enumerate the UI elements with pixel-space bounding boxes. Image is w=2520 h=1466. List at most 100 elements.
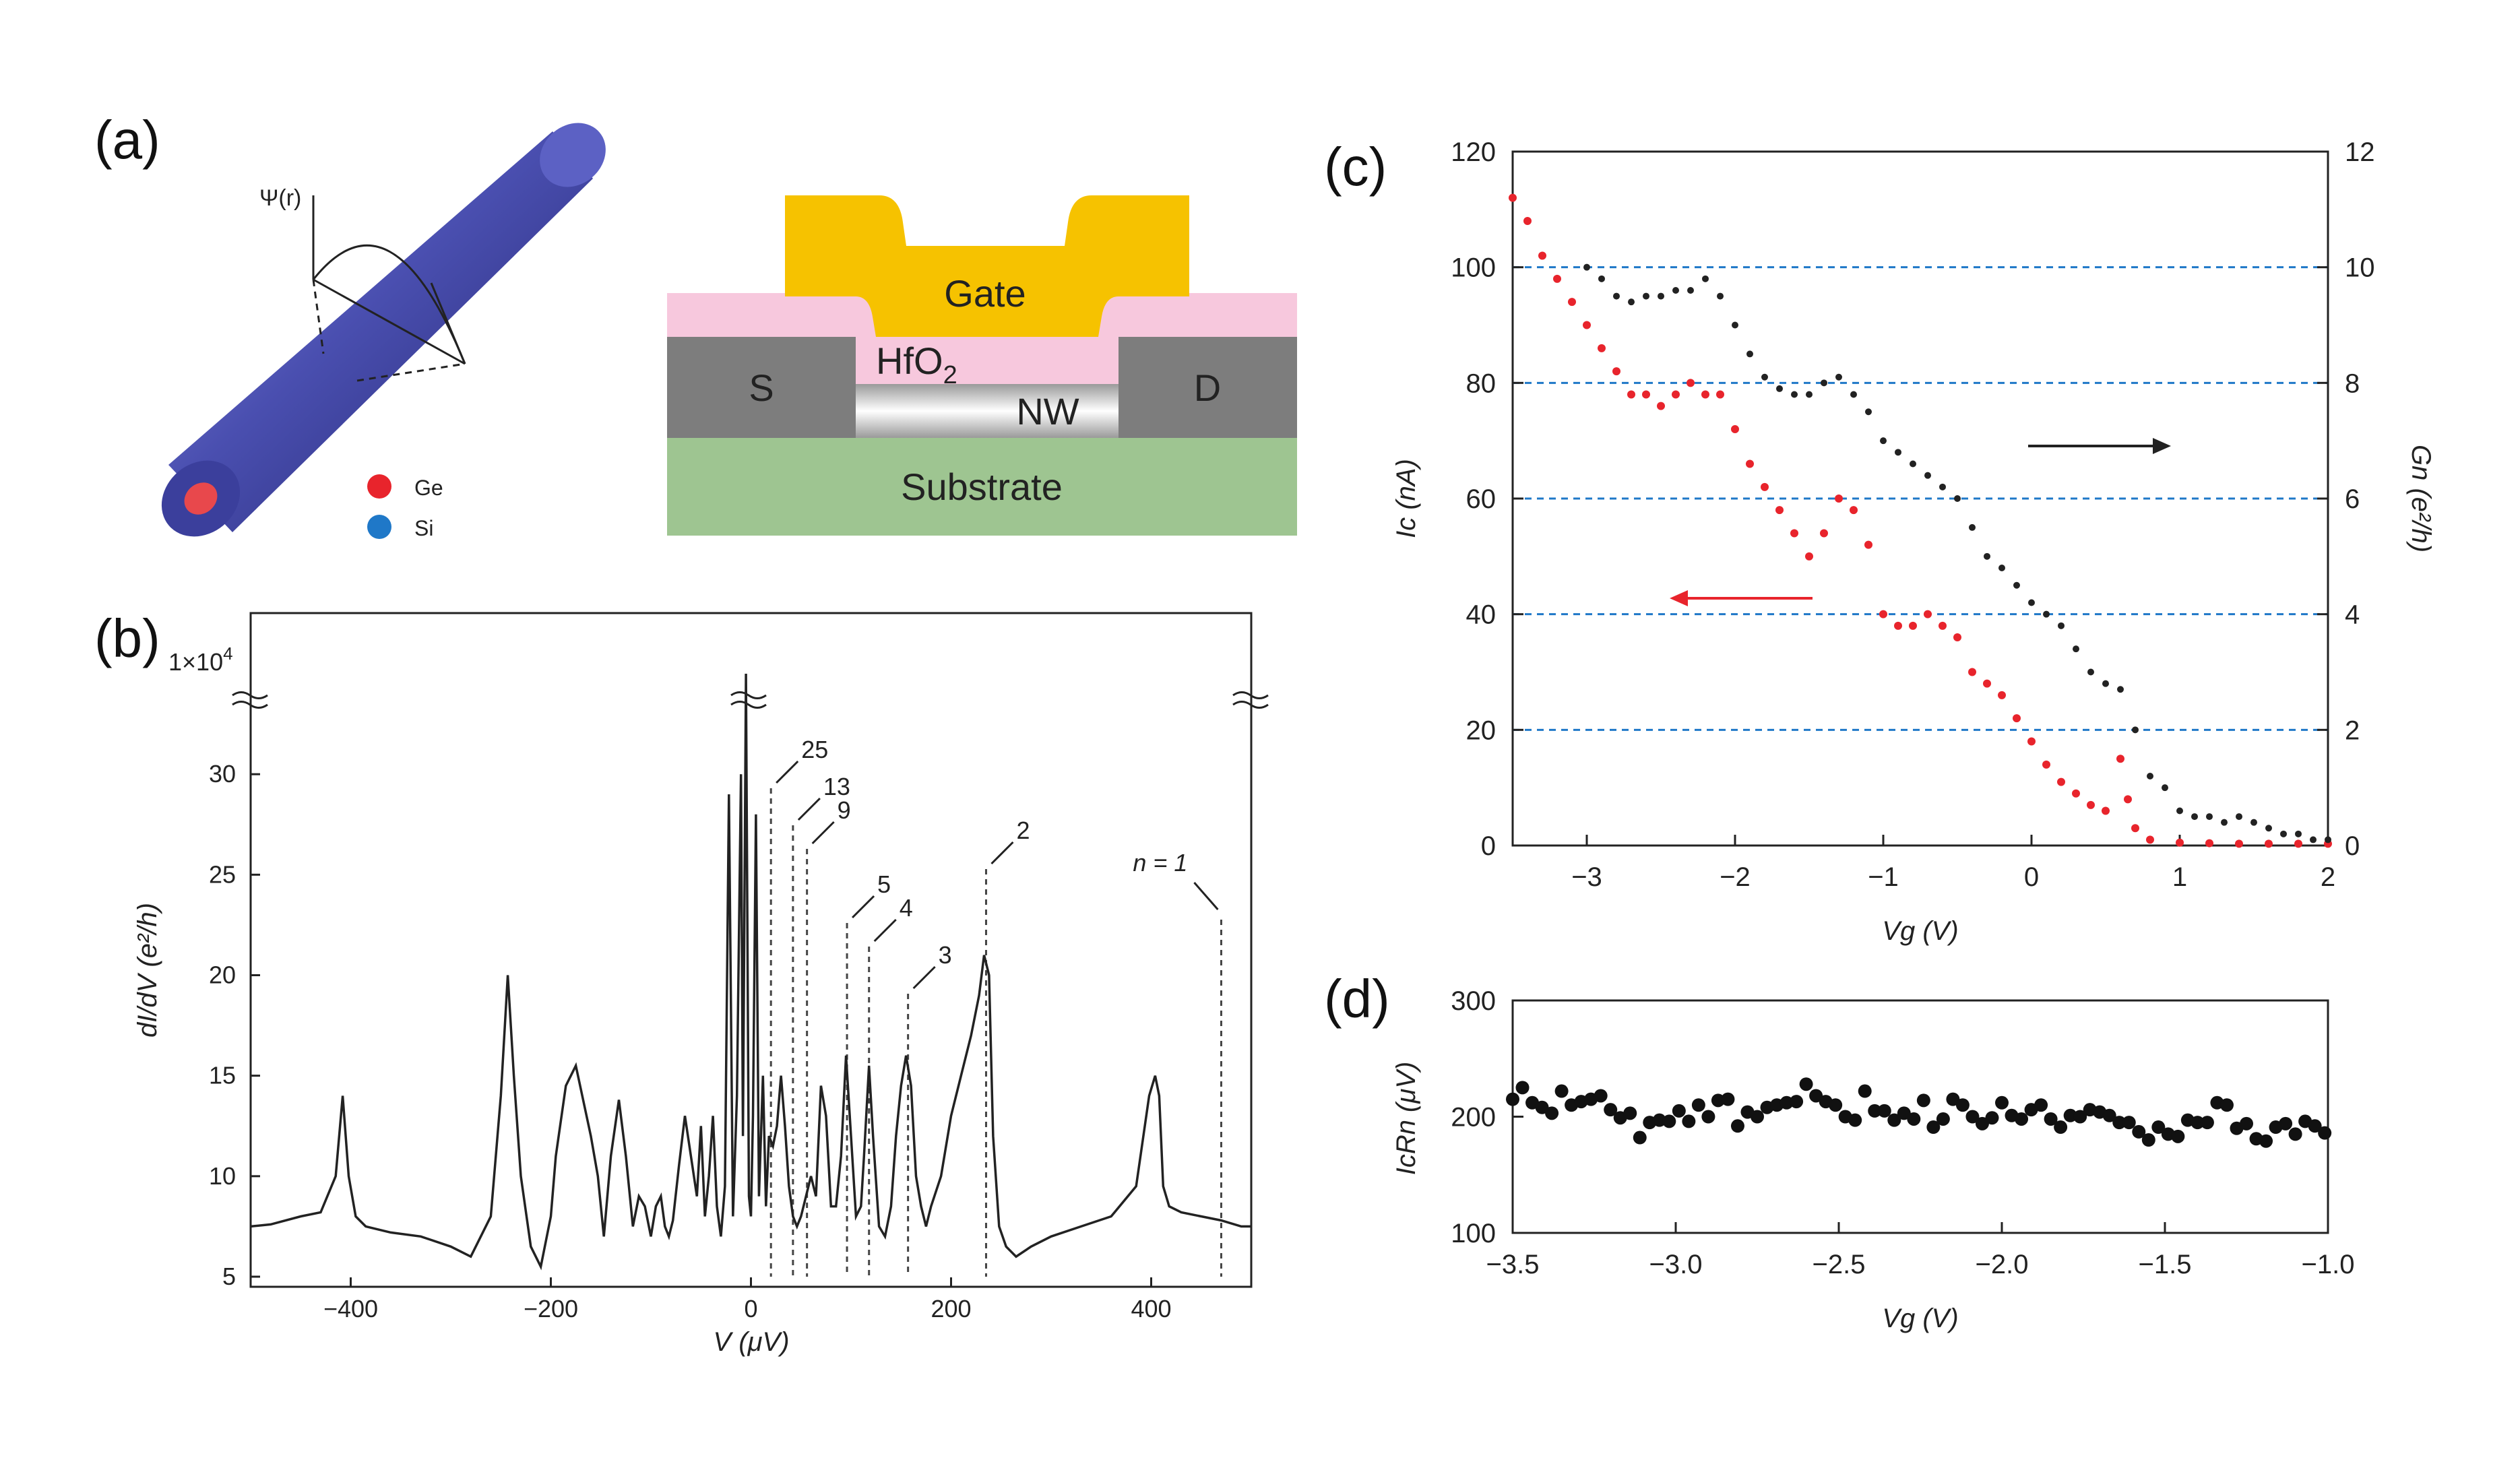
hfo2-label: HfO2 <box>876 340 957 389</box>
d-icrn-point <box>2308 1119 2322 1133</box>
b-xtick-label: 0 <box>744 1295 757 1322</box>
c-gn-point <box>1910 460 1916 468</box>
c-ic-point <box>1805 552 1813 561</box>
b-state-label: 5 <box>877 870 891 898</box>
d-icrn-point <box>1545 1106 1559 1120</box>
b-state-label: 2 <box>1016 817 1030 844</box>
c-y2tick-label: 2 <box>2345 715 2360 745</box>
c-ic-point <box>1687 379 1695 387</box>
c-ytick-label: 100 <box>1451 253 1496 283</box>
d-icrn-point <box>2122 1116 2136 1130</box>
b-state-arrow <box>1193 882 1219 910</box>
c-gn-point <box>1850 391 1857 398</box>
c-ic-point <box>1746 459 1754 468</box>
d-icrn-point <box>2279 1116 2293 1130</box>
c-gn-point <box>1895 449 1901 456</box>
c-y2tick-label: 8 <box>2345 369 2360 398</box>
b-state-label: 13 <box>823 773 850 800</box>
b-top-tick: 1×104 <box>168 643 233 676</box>
c-gridlines <box>1513 266 2328 731</box>
c-y-axis-title-left: Ic (nA) <box>1391 459 1421 538</box>
c-ic-point <box>1953 633 1961 641</box>
b-state-label: 9 <box>838 796 851 824</box>
c-ic-point <box>2116 755 2124 763</box>
c-ic-point <box>1998 691 2006 699</box>
c-xtick-label: −3 <box>1571 862 1602 892</box>
c-gn-point <box>2236 813 2242 821</box>
d-icrn-point <box>2288 1127 2302 1141</box>
c-ic-series <box>1509 193 2332 848</box>
c-gn-point <box>2325 836 2331 843</box>
d-icrn-point <box>1730 1119 1744 1133</box>
d-icrn-point <box>2054 1120 2068 1135</box>
d-icrn-point <box>2259 1134 2273 1148</box>
d-icrn-point <box>2015 1112 2029 1126</box>
b-ytick-label: 30 <box>209 760 236 788</box>
c-ic-point <box>1909 621 1917 630</box>
material-legend: Ge Si <box>367 474 443 540</box>
c-gn-point <box>1998 565 2005 571</box>
c-ytick-label: 0 <box>1481 831 1496 861</box>
d-icrn-point <box>1623 1106 1637 1120</box>
d-xtick-label: −2.5 <box>1813 1250 1866 1279</box>
si-legend-label: Si <box>414 516 433 540</box>
d-ytick-label: 100 <box>1451 1219 1496 1248</box>
nanowire-illustration <box>161 123 606 537</box>
c-gn-point <box>1865 408 1872 416</box>
c-gn-point <box>2206 813 2213 821</box>
c-xtick-label: −1 <box>1868 862 1899 892</box>
c-ic-point <box>1939 621 1947 630</box>
d-icrn-point <box>2191 1116 2205 1130</box>
b-ytick-label: 20 <box>209 961 236 989</box>
c-xtick-label: 2 <box>2321 862 2335 892</box>
panel-b-label: (b) <box>94 608 160 668</box>
b-xtick-label: 200 <box>931 1295 971 1322</box>
drain-contact <box>1119 337 1297 438</box>
nw-label: NW <box>1016 390 1079 433</box>
device-cross-section: Substrate S D NW HfO2 Gate <box>667 195 1297 536</box>
c-ic-point <box>1553 274 1561 283</box>
c-gn-point <box>1583 263 1590 271</box>
d-icrn-point <box>1985 1111 1999 1125</box>
gate-electrode <box>785 195 1189 337</box>
d-icrn-point <box>1554 1084 1569 1098</box>
c-ic-point <box>1894 621 1902 630</box>
wavefunction-sketch <box>312 195 466 382</box>
c-gn-point <box>1643 292 1649 300</box>
c-gn-point <box>2147 773 2153 779</box>
c-ic-point <box>1701 390 1709 399</box>
d-icrn-point <box>2141 1133 2155 1147</box>
c-gn-point <box>1984 552 1990 560</box>
c-ytick-label: 80 <box>1466 369 1497 398</box>
c-ic-point <box>1983 679 1991 688</box>
axis-break-marks <box>232 691 1269 709</box>
c-ic-point <box>2087 800 2095 809</box>
d-icrn-point <box>1877 1104 1891 1118</box>
c-gn-point <box>1746 350 1753 358</box>
c-ic-point <box>2013 714 2021 723</box>
c-ic-point <box>2176 838 2184 847</box>
d-icrn-point <box>2240 1116 2253 1130</box>
b-top-tick-base: 1×10 <box>168 648 223 676</box>
d-icrn-point <box>2073 1110 2087 1124</box>
d-icrn-point <box>1858 1084 1872 1098</box>
c-gn-point <box>1761 373 1768 381</box>
c-gn-point <box>1702 275 1709 282</box>
c-ic-point <box>1627 390 1635 399</box>
c-ic-point <box>2235 839 2243 848</box>
d-x-ticks: −3.5 −3.0 −2.5 −2.0 −1.5 −1.0 <box>1486 1222 2354 1279</box>
c-ic-point <box>2131 824 2139 833</box>
d-icrn-point <box>1779 1095 1794 1110</box>
d-icrn-point <box>1751 1110 1764 1124</box>
c-gn-series <box>1583 263 2331 843</box>
d-icrn-point <box>1799 1077 1813 1091</box>
d-y-ticks: 100 200 300 <box>1451 986 1523 1248</box>
c-ic-point <box>2072 789 2080 798</box>
d-icrn-point <box>2034 1098 2048 1112</box>
b-xtick-label: 400 <box>1131 1295 1171 1322</box>
c-gn-point <box>2295 830 2302 837</box>
d-icrn-point <box>1682 1114 1696 1128</box>
psi-curve <box>312 244 466 364</box>
d-icrn-point <box>1633 1130 1647 1145</box>
c-gn-point <box>2280 830 2287 837</box>
